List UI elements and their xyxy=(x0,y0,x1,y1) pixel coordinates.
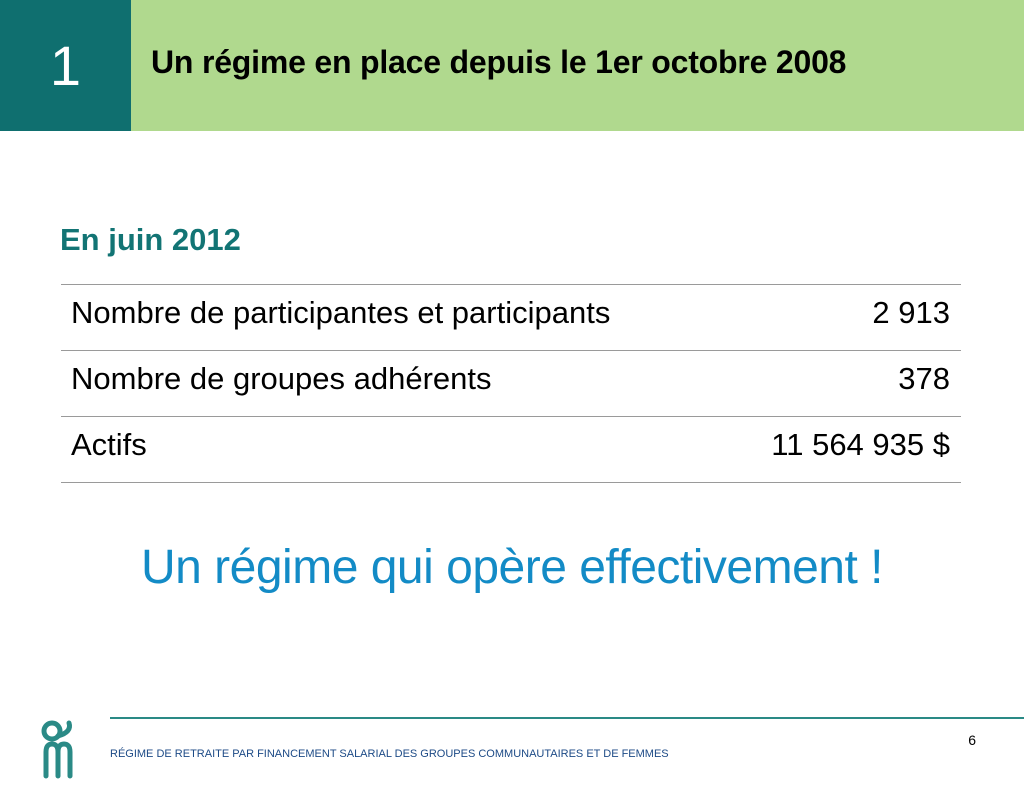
row-label: Nombre de participantes et participants xyxy=(71,295,611,330)
table-row: Actifs 11 564 935 $ xyxy=(61,417,961,483)
row-label: Actifs xyxy=(71,427,147,462)
row-value: 2 913 xyxy=(872,295,950,330)
table-row: Nombre de participantes et participants … xyxy=(61,285,961,351)
section-heading: En juin 2012 xyxy=(60,222,241,257)
page-title: Un régime en place depuis le 1er octobre… xyxy=(151,44,847,80)
footer-organization: RÉGIME DE RETRAITE PAR FINANCEMENT SALAR… xyxy=(110,748,669,760)
header-band: Un régime en place depuis le 1er octobre… xyxy=(131,0,1024,131)
footer-divider xyxy=(110,717,1024,719)
tagline: Un régime qui opère effectivement ! xyxy=(140,541,884,594)
section-number: 1 xyxy=(0,0,131,131)
organization-logo-icon xyxy=(41,720,73,779)
row-value: 11 564 935 $ xyxy=(771,427,950,462)
row-value: 378 xyxy=(898,361,950,396)
page-number: 6 xyxy=(968,732,976,748)
stats-table: Nombre de participantes et participants … xyxy=(61,284,961,483)
table-row: Nombre de groupes adhérents 378 xyxy=(61,351,961,417)
row-label: Nombre de groupes adhérents xyxy=(71,361,492,396)
